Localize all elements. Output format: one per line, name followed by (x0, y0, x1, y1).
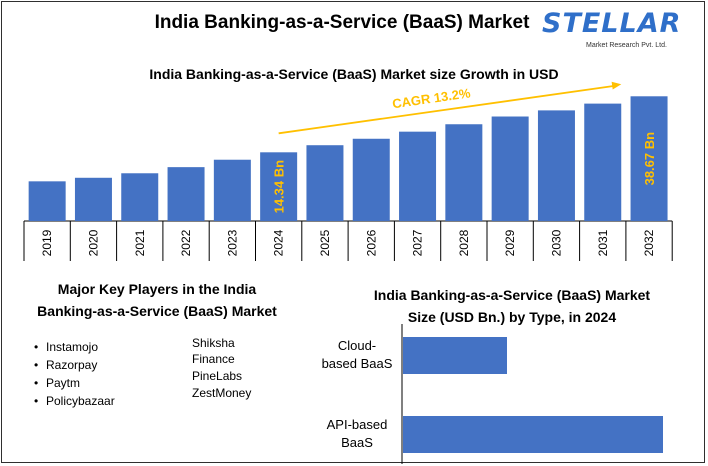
key-players-list-right: Shiksha Finance PineLabs ZestMoney (192, 335, 262, 402)
bar-2020 (74, 177, 112, 221)
cagr-arrow-head (611, 81, 622, 90)
type-chart-title: India Banking-as-a-Service (BaaS) Market… (373, 287, 651, 325)
stellar-logo: STELLAR Market Research Pvt. Ltd. (542, 8, 692, 56)
x-tick-label: 2019 (40, 229, 54, 256)
logo-wordmark: STELLAR (542, 8, 682, 39)
player-item: PineLabs (192, 369, 243, 383)
type-label-cloud: Cloud- based BaaS (312, 337, 402, 373)
type-bar-0 (403, 337, 507, 374)
type-bar-1 (403, 416, 663, 453)
bar-2026 (352, 138, 390, 221)
player-item: Shiksha Finance (192, 336, 235, 366)
type-label-line: based BaaS (321, 356, 393, 371)
x-tick-label: 2026 (364, 229, 378, 256)
x-tick-label: 2028 (457, 229, 471, 256)
player-item: Razorpay (34, 356, 115, 374)
x-tick-label: 2024 (272, 229, 286, 256)
type-label-line: BaaS (341, 435, 373, 450)
player-item: Policybazaar (34, 392, 115, 410)
growth-bar-chart: 2019 2020 2021 2022 2023 2024 2025 2026 2027 2028… (23, 81, 673, 261)
player-item: ZestMoney (192, 386, 252, 400)
bar-2023 (213, 159, 251, 221)
type-label-line: API-based (326, 417, 388, 432)
x-tick-label: 2030 (549, 229, 563, 256)
cagr-arrow-line (278, 84, 616, 135)
bar-2019 (28, 181, 66, 221)
bar-2022 (167, 167, 205, 221)
x-tick-label: 2021 (133, 229, 147, 256)
x-tick-label: 2022 (179, 229, 193, 256)
bar-2027 (399, 131, 437, 221)
page-title: India Banking-as-a-Service (BaaS) Market (154, 12, 530, 33)
key-players-list-left: Instamojo Razorpay Paytm Policybazaar (34, 338, 115, 410)
player-item: Paytm (34, 374, 115, 392)
x-tick-label: 2027 (411, 229, 425, 256)
x-tick-label: 2020 (86, 229, 100, 256)
bar-2029 (491, 116, 529, 221)
bar-2030 (537, 110, 575, 221)
logo-subtext: Market Research Pvt. Ltd. (586, 42, 667, 49)
x-tick-label: 2032 (642, 229, 656, 256)
key-players-title: Major Key Players in the India Banking-a… (22, 278, 292, 322)
bar-2031 (584, 103, 622, 221)
bar-2021 (121, 173, 159, 221)
type-label-api: API-based BaaS (312, 416, 402, 452)
bar-2032 (630, 96, 668, 221)
x-tick-label: 2025 (318, 229, 332, 256)
x-tick-label: 2023 (225, 229, 239, 256)
data-value-label: 14.34 Bn (272, 160, 287, 214)
bar-2028 (445, 124, 483, 221)
growth-chart-title: India Banking-as-a-Service (BaaS) Market… (149, 66, 559, 82)
bar-2024 (260, 152, 298, 221)
x-tick-label: 2031 (596, 229, 610, 256)
key-players-title-line-1: Major Key Players in the India (57, 281, 257, 297)
key-players-title-line-2: Banking-as-a-Service (BaaS) Market (37, 303, 277, 319)
data-value-label: 38.67 Bn (642, 132, 657, 186)
type-label-line: Cloud- (337, 338, 377, 353)
player-item: Instamojo (34, 338, 115, 356)
type-bar-chart (401, 324, 663, 464)
bar-2025 (306, 145, 344, 221)
x-tick-label: 2029 (503, 229, 517, 256)
